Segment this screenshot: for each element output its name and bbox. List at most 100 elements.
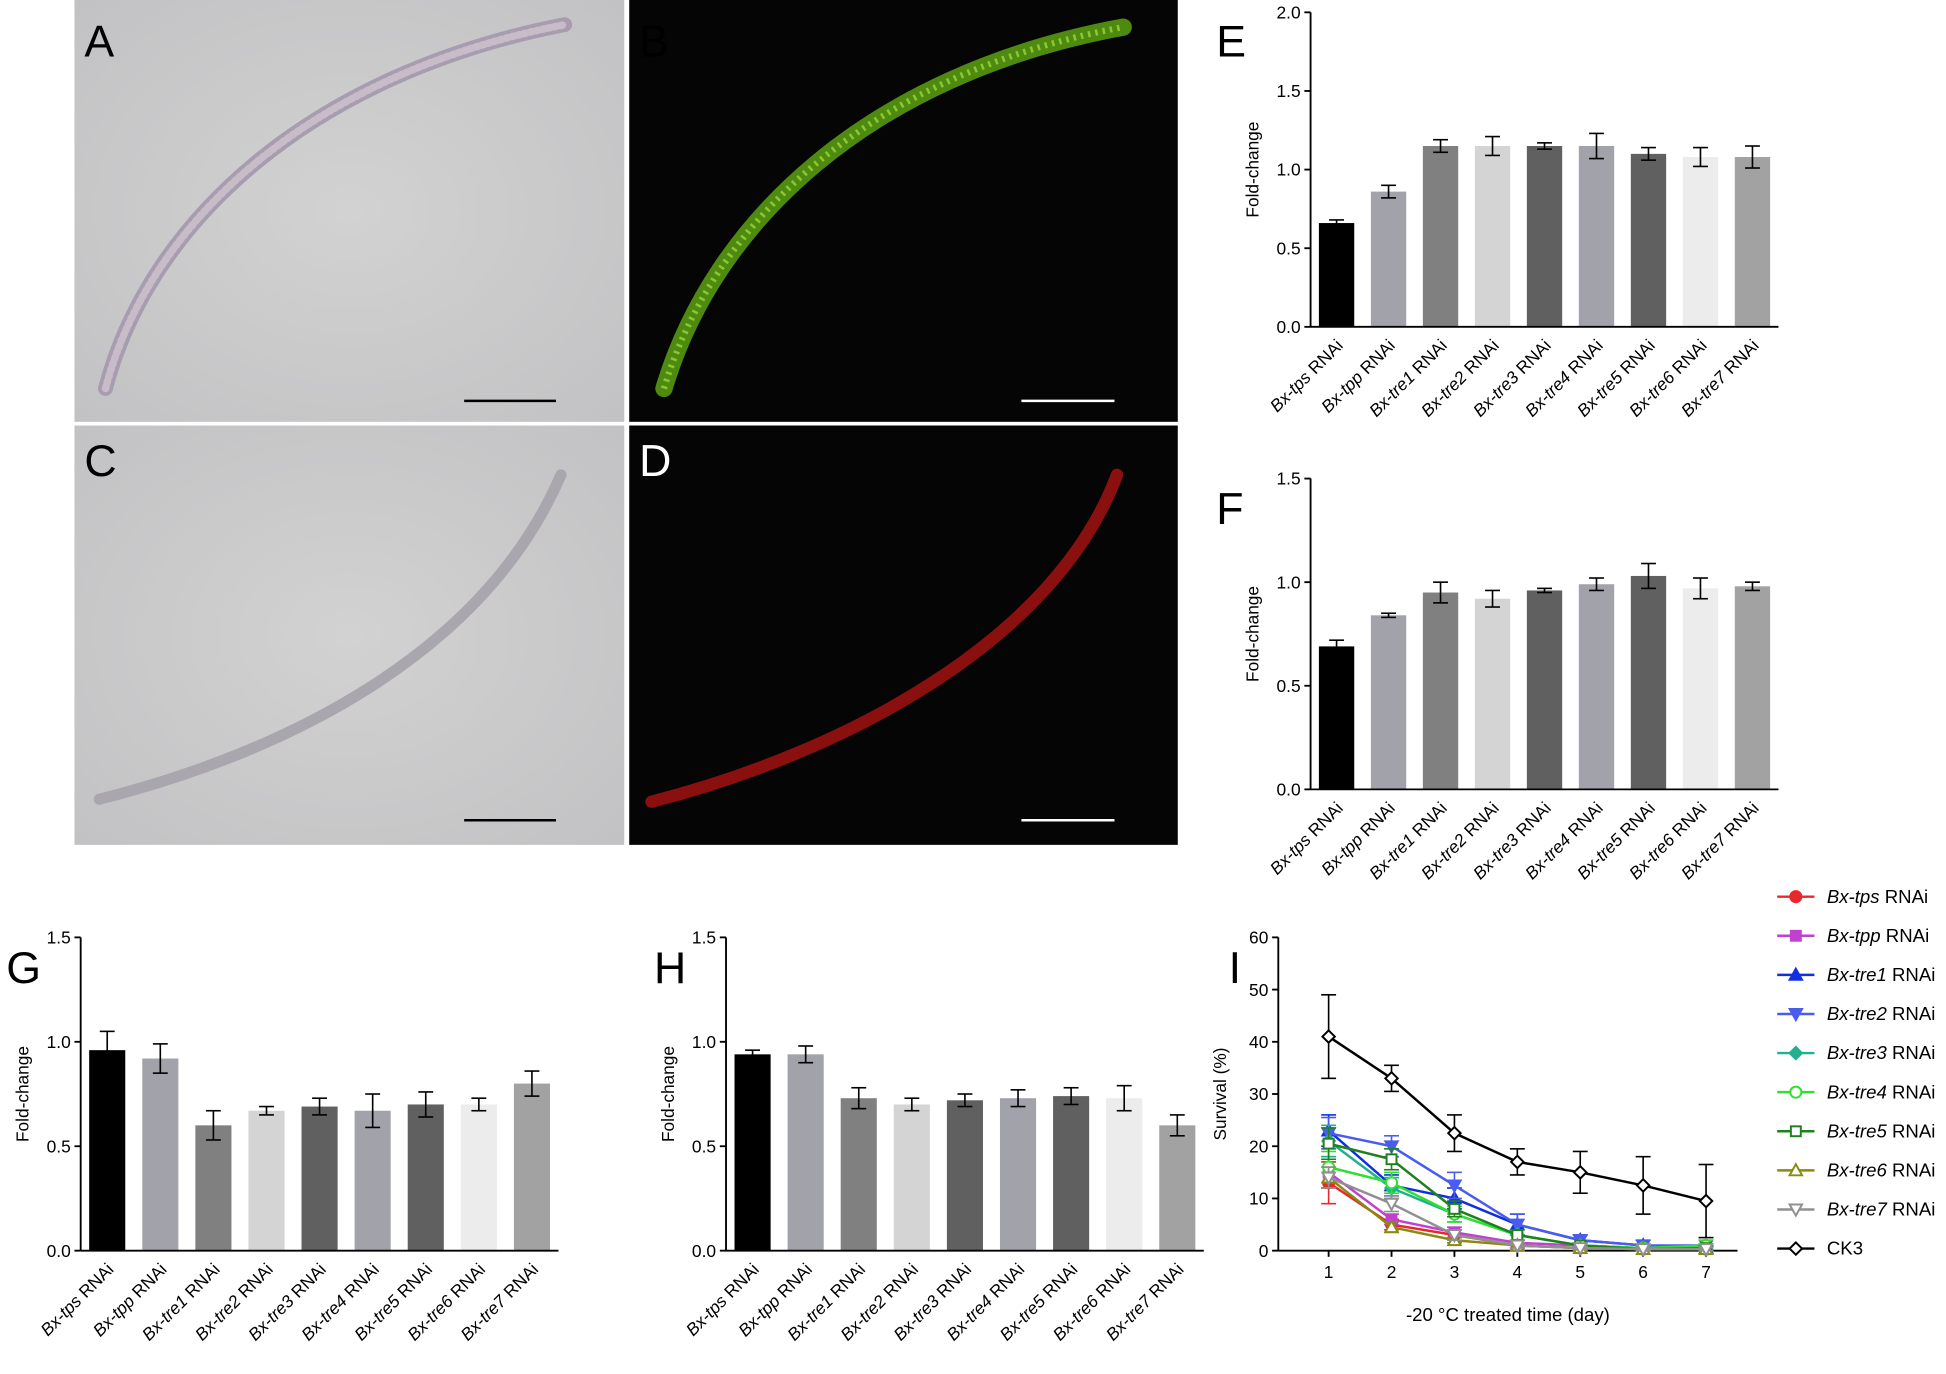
- legend-item: Bx-tre1 RNAi: [1777, 964, 1935, 985]
- image-a: [74, 0, 625, 422]
- error-bar: [851, 1086, 867, 1110]
- bar: [787, 1054, 824, 1251]
- bar: [1630, 575, 1667, 790]
- error-bar: [1537, 587, 1552, 594]
- legend-item: Bx-tre7 RNAi: [1777, 1199, 1935, 1220]
- error-bar: [1693, 146, 1708, 168]
- bar: [1578, 146, 1615, 327]
- error-caps: [1572, 1150, 1588, 1195]
- marker: [1787, 966, 1804, 981]
- y-tick-label: 0.5: [1276, 676, 1300, 696]
- bar: [248, 1110, 285, 1251]
- y-tick-label: 40: [1249, 1032, 1268, 1052]
- y-axis-label: Fold-change: [12, 1046, 32, 1142]
- bar: [1734, 586, 1771, 790]
- marker: [1787, 1008, 1804, 1023]
- marker: [1322, 1137, 1335, 1150]
- error-bar: [1063, 1086, 1079, 1106]
- marker: [1385, 1153, 1398, 1166]
- bar: [1474, 146, 1511, 327]
- bar: [1682, 588, 1719, 790]
- x-tick-label: 2: [1387, 1262, 1397, 1282]
- bar: [1370, 191, 1407, 327]
- y-tick-label: 1.0: [47, 1032, 71, 1052]
- marker: [1446, 1179, 1463, 1194]
- y-tick-label: 1.0: [1276, 572, 1300, 592]
- error-bar: [1537, 142, 1552, 150]
- image-d: [629, 425, 1178, 845]
- legend-label: Bx-tre5 RNAi: [1827, 1120, 1936, 1141]
- error-caps: [1446, 1114, 1462, 1153]
- image-c: [74, 425, 625, 845]
- bar: [1474, 598, 1511, 790]
- error-bar: [312, 1097, 328, 1116]
- error-bar: [1433, 138, 1448, 154]
- marker: [1789, 1085, 1803, 1099]
- error-bar: [798, 1045, 814, 1064]
- bar: [1630, 153, 1667, 327]
- image-b: [629, 0, 1178, 422]
- bar: [354, 1110, 391, 1251]
- error-bar: [1116, 1084, 1132, 1112]
- y-axis-label: Fold-change: [1242, 122, 1262, 218]
- marker: [1383, 1197, 1400, 1212]
- x-axis-label: -20 °C treated time (day): [1406, 1304, 1610, 1325]
- panel-label: G: [6, 944, 41, 993]
- error-caps: [1321, 994, 1337, 1080]
- y-tick-label: 2.0: [1276, 3, 1300, 23]
- marker: [1789, 1125, 1802, 1138]
- error-bar: [1589, 132, 1604, 160]
- bar: [1578, 584, 1615, 790]
- error-bar: [205, 1109, 221, 1141]
- bar: [1422, 592, 1459, 790]
- bar: [840, 1098, 877, 1251]
- bar: [513, 1083, 550, 1251]
- y-tick-label: 0.0: [47, 1241, 71, 1261]
- error-caps: [1446, 1171, 1462, 1200]
- marker: [1446, 1229, 1463, 1244]
- series-line: [1327, 1035, 1707, 1203]
- panel-label: B: [639, 18, 669, 67]
- bar: [142, 1058, 179, 1251]
- legend-item: Bx-tre4 RNAi: [1777, 1081, 1935, 1102]
- error-caps: [1384, 1064, 1399, 1093]
- marker: [1446, 1125, 1463, 1141]
- legend-label: Bx-tre2 RNAi: [1827, 1003, 1936, 1024]
- error-bar: [1329, 639, 1345, 654]
- legend-label: Bx-tpp RNAi: [1827, 925, 1929, 946]
- error-bar: [1329, 219, 1345, 228]
- error-bar: [1641, 146, 1656, 161]
- legend-item: Bx-tre2 RNAi: [1777, 1003, 1935, 1024]
- marker: [1572, 1242, 1589, 1257]
- bar: [1159, 1125, 1196, 1251]
- error-caps: [1321, 1127, 1337, 1161]
- error-bar: [1589, 577, 1604, 592]
- marker: [1698, 1243, 1714, 1258]
- bar: [946, 1100, 983, 1251]
- y-tick-label: 0.0: [1276, 317, 1300, 337]
- marker: [1509, 1154, 1525, 1170]
- bar: [1422, 146, 1459, 327]
- marker: [1321, 1029, 1337, 1045]
- error-bar: [1381, 184, 1396, 199]
- error-bar: [1485, 589, 1500, 608]
- error-caps: [1384, 1148, 1399, 1171]
- marker: [1383, 1070, 1400, 1086]
- legend-item: Bx-tpp RNAi: [1777, 925, 1929, 946]
- y-tick-label: 20: [1249, 1136, 1268, 1156]
- error-caps: [1321, 1166, 1337, 1189]
- legend-item: Bx-tre6 RNAi: [1777, 1160, 1935, 1181]
- y-tick-label: 0.5: [47, 1136, 71, 1156]
- error-bar: [418, 1091, 434, 1118]
- x-tick-label: 7: [1701, 1262, 1711, 1282]
- error-bar: [1745, 145, 1760, 169]
- y-tick-label: 10: [1249, 1189, 1268, 1209]
- error-caps: [1384, 1171, 1399, 1195]
- bar: [460, 1104, 497, 1251]
- error-bar: [957, 1093, 973, 1108]
- legend-label: Bx-tre3 RNAi: [1827, 1042, 1936, 1063]
- y-tick-label: 0.5: [692, 1136, 716, 1156]
- y-tick-label: 60: [1249, 928, 1268, 948]
- error-caps: [1446, 1200, 1462, 1218]
